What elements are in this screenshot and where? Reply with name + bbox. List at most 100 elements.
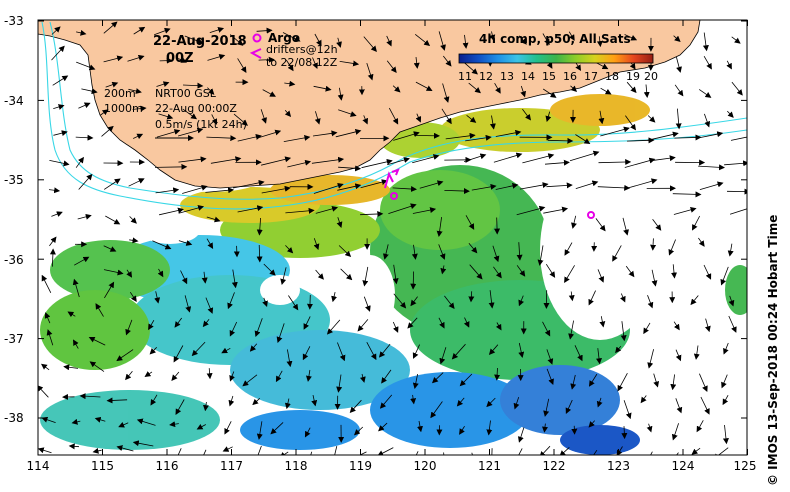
current-vector-arrow — [647, 349, 654, 369]
current-vector-arrow — [675, 108, 682, 130]
current-vector-arrow — [599, 316, 606, 328]
current-vector-arrow — [336, 217, 343, 228]
current-vector-arrow — [221, 347, 231, 354]
current-vector-arrow — [41, 363, 50, 371]
current-vector-arrow — [74, 256, 90, 266]
colorbar-tick: 16 — [563, 70, 577, 83]
current-vector-arrow — [152, 240, 172, 250]
current-vector-arrow — [242, 374, 258, 387]
current-vector-arrow — [262, 89, 276, 97]
current-vector-arrow — [413, 57, 420, 69]
current-vector-arrow — [254, 445, 262, 455]
current-vector-arrow — [211, 114, 218, 125]
current-vector-arrow — [159, 207, 184, 216]
current-vector-arrow — [284, 109, 292, 118]
colorbar-tick: 19 — [626, 70, 640, 83]
current-vector-arrow — [596, 348, 602, 365]
current-vector-arrow — [81, 88, 98, 95]
colorbar-tick: 12 — [479, 70, 493, 83]
current-vector-arrow — [71, 418, 81, 425]
current-vector-arrow — [568, 320, 575, 340]
current-vector-arrow — [286, 349, 293, 368]
current-vector-arrow — [260, 109, 267, 124]
current-vector-arrow — [463, 317, 470, 328]
current-vector-arrow — [353, 426, 364, 436]
contour-200m-label: 200m — [104, 87, 136, 100]
current-vector-arrow — [206, 368, 213, 380]
current-vector-arrow — [624, 157, 656, 168]
current-vector-arrow — [48, 187, 61, 194]
map-date: 22-Aug-2018 — [153, 34, 247, 49]
current-vector-arrow — [366, 342, 377, 361]
current-vector-arrow — [68, 443, 80, 450]
current-vector-arrow — [362, 115, 368, 125]
current-vector-arrow — [314, 33, 322, 47]
current-vector-arrow — [349, 399, 362, 414]
current-vector-arrow — [600, 126, 630, 137]
drifter-icon — [249, 48, 262, 59]
current-vector-arrow — [125, 319, 133, 336]
current-vector-arrow — [154, 163, 188, 170]
current-vector-arrow — [133, 26, 146, 35]
current-vector-arrow — [92, 447, 102, 454]
current-vector-arrow — [650, 238, 657, 251]
current-vector-arrow — [175, 448, 182, 455]
current-vector-arrow — [598, 159, 632, 166]
current-vector-arrow — [442, 55, 452, 67]
current-vector-arrow — [306, 294, 313, 310]
current-vector-arrow — [311, 395, 318, 407]
current-vector-arrow — [676, 56, 682, 73]
current-vector-arrow — [79, 393, 101, 400]
current-vector-arrow — [444, 188, 470, 195]
current-vector-arrow — [103, 245, 117, 252]
current-vector-arrow — [53, 130, 68, 137]
current-vector-arrow — [692, 215, 701, 231]
current-vector-arrow — [51, 211, 63, 217]
current-vector-arrow — [671, 423, 679, 441]
current-vector-arrow — [337, 87, 344, 101]
current-vector-arrow — [617, 373, 628, 392]
current-vector-arrow — [407, 317, 418, 329]
current-vector-arrow — [438, 244, 446, 260]
x-tick-label: 114 — [27, 459, 50, 473]
current-vector-arrow — [256, 421, 263, 440]
current-vector-arrow — [256, 244, 263, 263]
current-vector-arrow — [366, 62, 374, 81]
current-vector-arrow — [51, 26, 61, 35]
current-vector-arrow — [545, 263, 556, 278]
current-vector-arrow — [727, 243, 734, 257]
current-vector-arrow — [543, 206, 569, 214]
current-vector-arrow — [106, 397, 128, 404]
product-time: 22-Aug 00:00Z — [155, 102, 237, 115]
current-vector-arrow — [357, 319, 369, 332]
current-vector-arrow — [231, 269, 238, 289]
current-vector-arrow — [653, 373, 660, 388]
current-vector-arrow — [690, 295, 699, 306]
current-vector-arrow — [596, 397, 603, 408]
current-vector-arrow — [546, 368, 554, 386]
current-vector-arrow — [261, 185, 291, 194]
current-vector-arrow — [53, 104, 65, 110]
current-vector-arrow — [49, 160, 70, 167]
current-vector-arrow — [205, 297, 214, 314]
current-vector-arrow — [544, 159, 570, 166]
current-vector-arrow — [518, 35, 527, 45]
current-vector-arrow — [445, 132, 476, 140]
current-vector-arrow — [209, 27, 225, 33]
current-vector-arrow — [262, 297, 268, 308]
current-vector-arrow — [41, 416, 56, 423]
drifter-track — [384, 171, 394, 189]
current-vector-arrow — [104, 281, 115, 299]
current-vector-arrow — [103, 21, 118, 34]
current-vector-arrow — [128, 88, 142, 94]
current-vector-arrow — [704, 318, 711, 333]
current-vector-arrow — [175, 399, 185, 415]
x-tick-label: 121 — [478, 459, 501, 473]
current-vector-arrow — [75, 156, 84, 168]
current-vector-arrow — [652, 218, 662, 231]
current-vector-arrow — [493, 266, 502, 279]
y-tick-label: -36 — [4, 253, 24, 267]
current-vector-arrow — [466, 114, 477, 123]
colorbar-title: 4h comp, p50, All Sats — [479, 32, 631, 46]
